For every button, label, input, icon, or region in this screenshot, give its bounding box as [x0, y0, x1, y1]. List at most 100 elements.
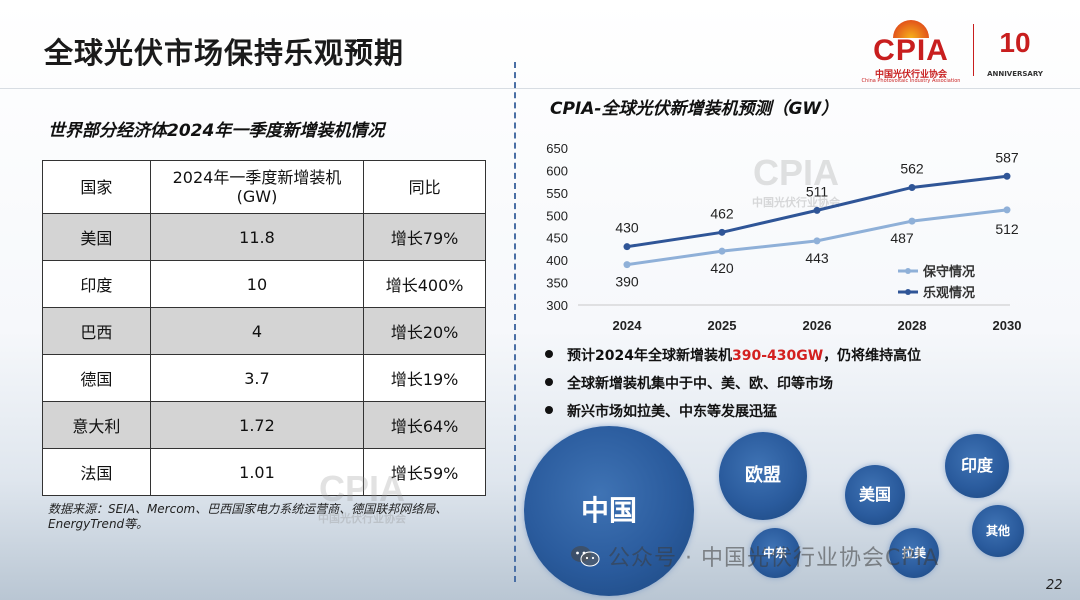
cpia-logo-cn: 中国光伏行业协会 — [874, 70, 947, 80]
x-tick-label: 2024 — [613, 318, 643, 333]
data-point — [1003, 206, 1011, 214]
watermark-word: CPIA — [752, 152, 839, 193]
data-point — [813, 237, 821, 245]
table-row: 美国 11.8 增长79% — [42, 213, 486, 261]
data-label: 487 — [890, 230, 914, 246]
legend-label: 保守情况 — [922, 264, 975, 280]
data-point — [718, 228, 726, 236]
data-point — [908, 217, 916, 225]
cell-yoy: 增长79% — [363, 213, 486, 261]
cpia-watermark-chart: CPIA 中国光伏行业协会 — [752, 152, 840, 210]
cell-country: 德国 — [42, 354, 151, 402]
y-tick-label: 350 — [546, 276, 568, 291]
cell-value: 4 — [149, 307, 365, 355]
cell-yoy: 增长59% — [363, 448, 486, 496]
table-row: 意大利 1.72 增长64% — [42, 401, 486, 449]
bullet-text: 预计2024年全球新增装机 — [567, 348, 732, 364]
page-number: 22 — [1046, 578, 1063, 593]
bullet-item: 新兴市场如拉美、中东等发展迅猛 — [545, 401, 921, 429]
table-row: 巴西 4 增长20% — [42, 307, 486, 355]
bubble-usa: 美国 — [845, 465, 905, 525]
bullet-text: 全球新增装机集中于中、美、欧、印等市场 — [567, 376, 833, 392]
cell-yoy: 增长400% — [363, 260, 486, 308]
bubble-europe: 欧盟 — [719, 432, 807, 520]
table-row: 德国 3.7 增长19% — [42, 354, 486, 402]
data-point — [908, 183, 916, 191]
y-tick-label: 400 — [546, 253, 568, 268]
bubble-middle-east: 中东 — [750, 528, 800, 578]
cell-country: 意大利 — [42, 401, 151, 449]
bubble-label: 拉美 — [901, 546, 926, 560]
cell-value: 1.01 — [149, 448, 365, 496]
table-row: 印度 10 增长400% — [42, 260, 486, 308]
sun-icon — [893, 20, 929, 38]
bullet-text: 新兴市场如拉美、中东等发展迅猛 — [567, 404, 777, 420]
x-tick-label: 2026 — [803, 318, 832, 333]
x-tick-label: 2030 — [993, 318, 1022, 333]
logo-divider — [973, 24, 974, 76]
cell-country: 印度 — [42, 260, 151, 308]
bullet-dot — [545, 378, 553, 386]
bubble-label: 美国 — [858, 485, 891, 504]
cpia-logo-word: CPIA — [873, 34, 949, 67]
watermark-cn: 中国光伏行业协会 — [318, 513, 406, 525]
cell-yoy: 增长20% — [363, 307, 486, 355]
key-points: 预计2024年全球新增装机390-430GW，仍将维持高位 全球新增装机集中于中… — [545, 345, 921, 429]
data-label: 511 — [806, 183, 829, 199]
header-yoy: 同比 — [363, 160, 486, 214]
bubble-label: 中东 — [762, 546, 787, 560]
data-label: 430 — [615, 220, 639, 236]
bullet-highlight: 390-430GW — [731, 348, 824, 364]
data-source-note: 数据来源：SEIA、Mercom、巴西国家电力系统运营商、德国联邦网络局、Ene… — [48, 502, 448, 531]
data-label: 443 — [805, 250, 829, 266]
bullet-text-suffix: ，仍将维持高位 — [823, 348, 922, 364]
cell-value: 11.8 — [149, 213, 365, 261]
installations-table: 国家 2024年一季度新增装机 (GW) 同比 美国 11.8 增长79% 印度… — [42, 160, 486, 496]
wechat-icon — [571, 546, 600, 567]
watermark-word: CPIA — [318, 468, 405, 509]
header-installations: 2024年一季度新增装机 (GW) — [149, 160, 365, 214]
cell-value: 3.7 — [149, 354, 365, 402]
y-tick-label: 600 — [546, 163, 568, 178]
cell-yoy: 增长19% — [363, 354, 486, 402]
header-country: 国家 — [42, 160, 151, 214]
anniversary-logo: 10 ANNIVERSARY — [985, 27, 1045, 79]
cell-value: 1.72 — [149, 401, 365, 449]
legend-marker — [905, 268, 911, 274]
data-label: 512 — [995, 221, 1019, 237]
data-label: 462 — [710, 205, 734, 221]
bubble-label: 其他 — [985, 524, 1010, 538]
forecast-line-chart: 300 350 400 450 500 550 600 650 2024 2025 2026 2028… — [546, 141, 1022, 333]
table-subtitle: 世界部分经济体2024年一季度新增装机情况 — [48, 121, 385, 141]
data-point — [623, 261, 631, 269]
bullet-item: 全球新增装机集中于中、美、欧、印等市场 — [545, 373, 921, 401]
bubble-other: 其他 — [972, 505, 1024, 557]
anniversary-number: 10 — [999, 27, 1031, 58]
cell-country: 巴西 — [42, 307, 151, 355]
vertical-dashed-divider — [514, 62, 516, 582]
legend-label: 乐观情况 — [923, 285, 975, 301]
bubble-china: 中国 — [524, 426, 694, 596]
data-point — [1003, 172, 1011, 180]
y-tick-label: 300 — [546, 298, 568, 313]
cpia-watermark: CPIA 中国光伏行业协会 — [318, 468, 406, 526]
cpia-logo-en: China Photovoltaic Industry Association — [861, 78, 961, 84]
data-label: 390 — [615, 274, 639, 290]
cell-yoy: 增长64% — [363, 401, 486, 449]
bullet-dot — [545, 350, 553, 358]
cell-value: 10 — [149, 260, 365, 308]
anniversary-text: ANNIVERSARY — [987, 70, 1043, 78]
data-point — [813, 206, 821, 214]
bubble-label: 欧盟 — [745, 465, 781, 486]
chart-title: CPIA-全球光伏新增装机预测（GW） — [550, 99, 839, 119]
y-tick-label: 500 — [546, 208, 568, 223]
y-tick-label: 450 — [546, 231, 568, 246]
slide-title: 全球光伏市场保持乐观预期 — [44, 36, 405, 70]
y-tick-label: 550 — [546, 186, 568, 201]
header-divider — [0, 88, 1080, 89]
legend-marker — [905, 289, 911, 295]
watermark-cn: 中国光伏行业协会 — [752, 197, 840, 209]
data-point — [718, 247, 726, 255]
cell-country: 美国 — [42, 213, 151, 261]
cpia-logo: CPIA 中国光伏行业协会 China Photovoltaic Industr… — [855, 20, 967, 84]
